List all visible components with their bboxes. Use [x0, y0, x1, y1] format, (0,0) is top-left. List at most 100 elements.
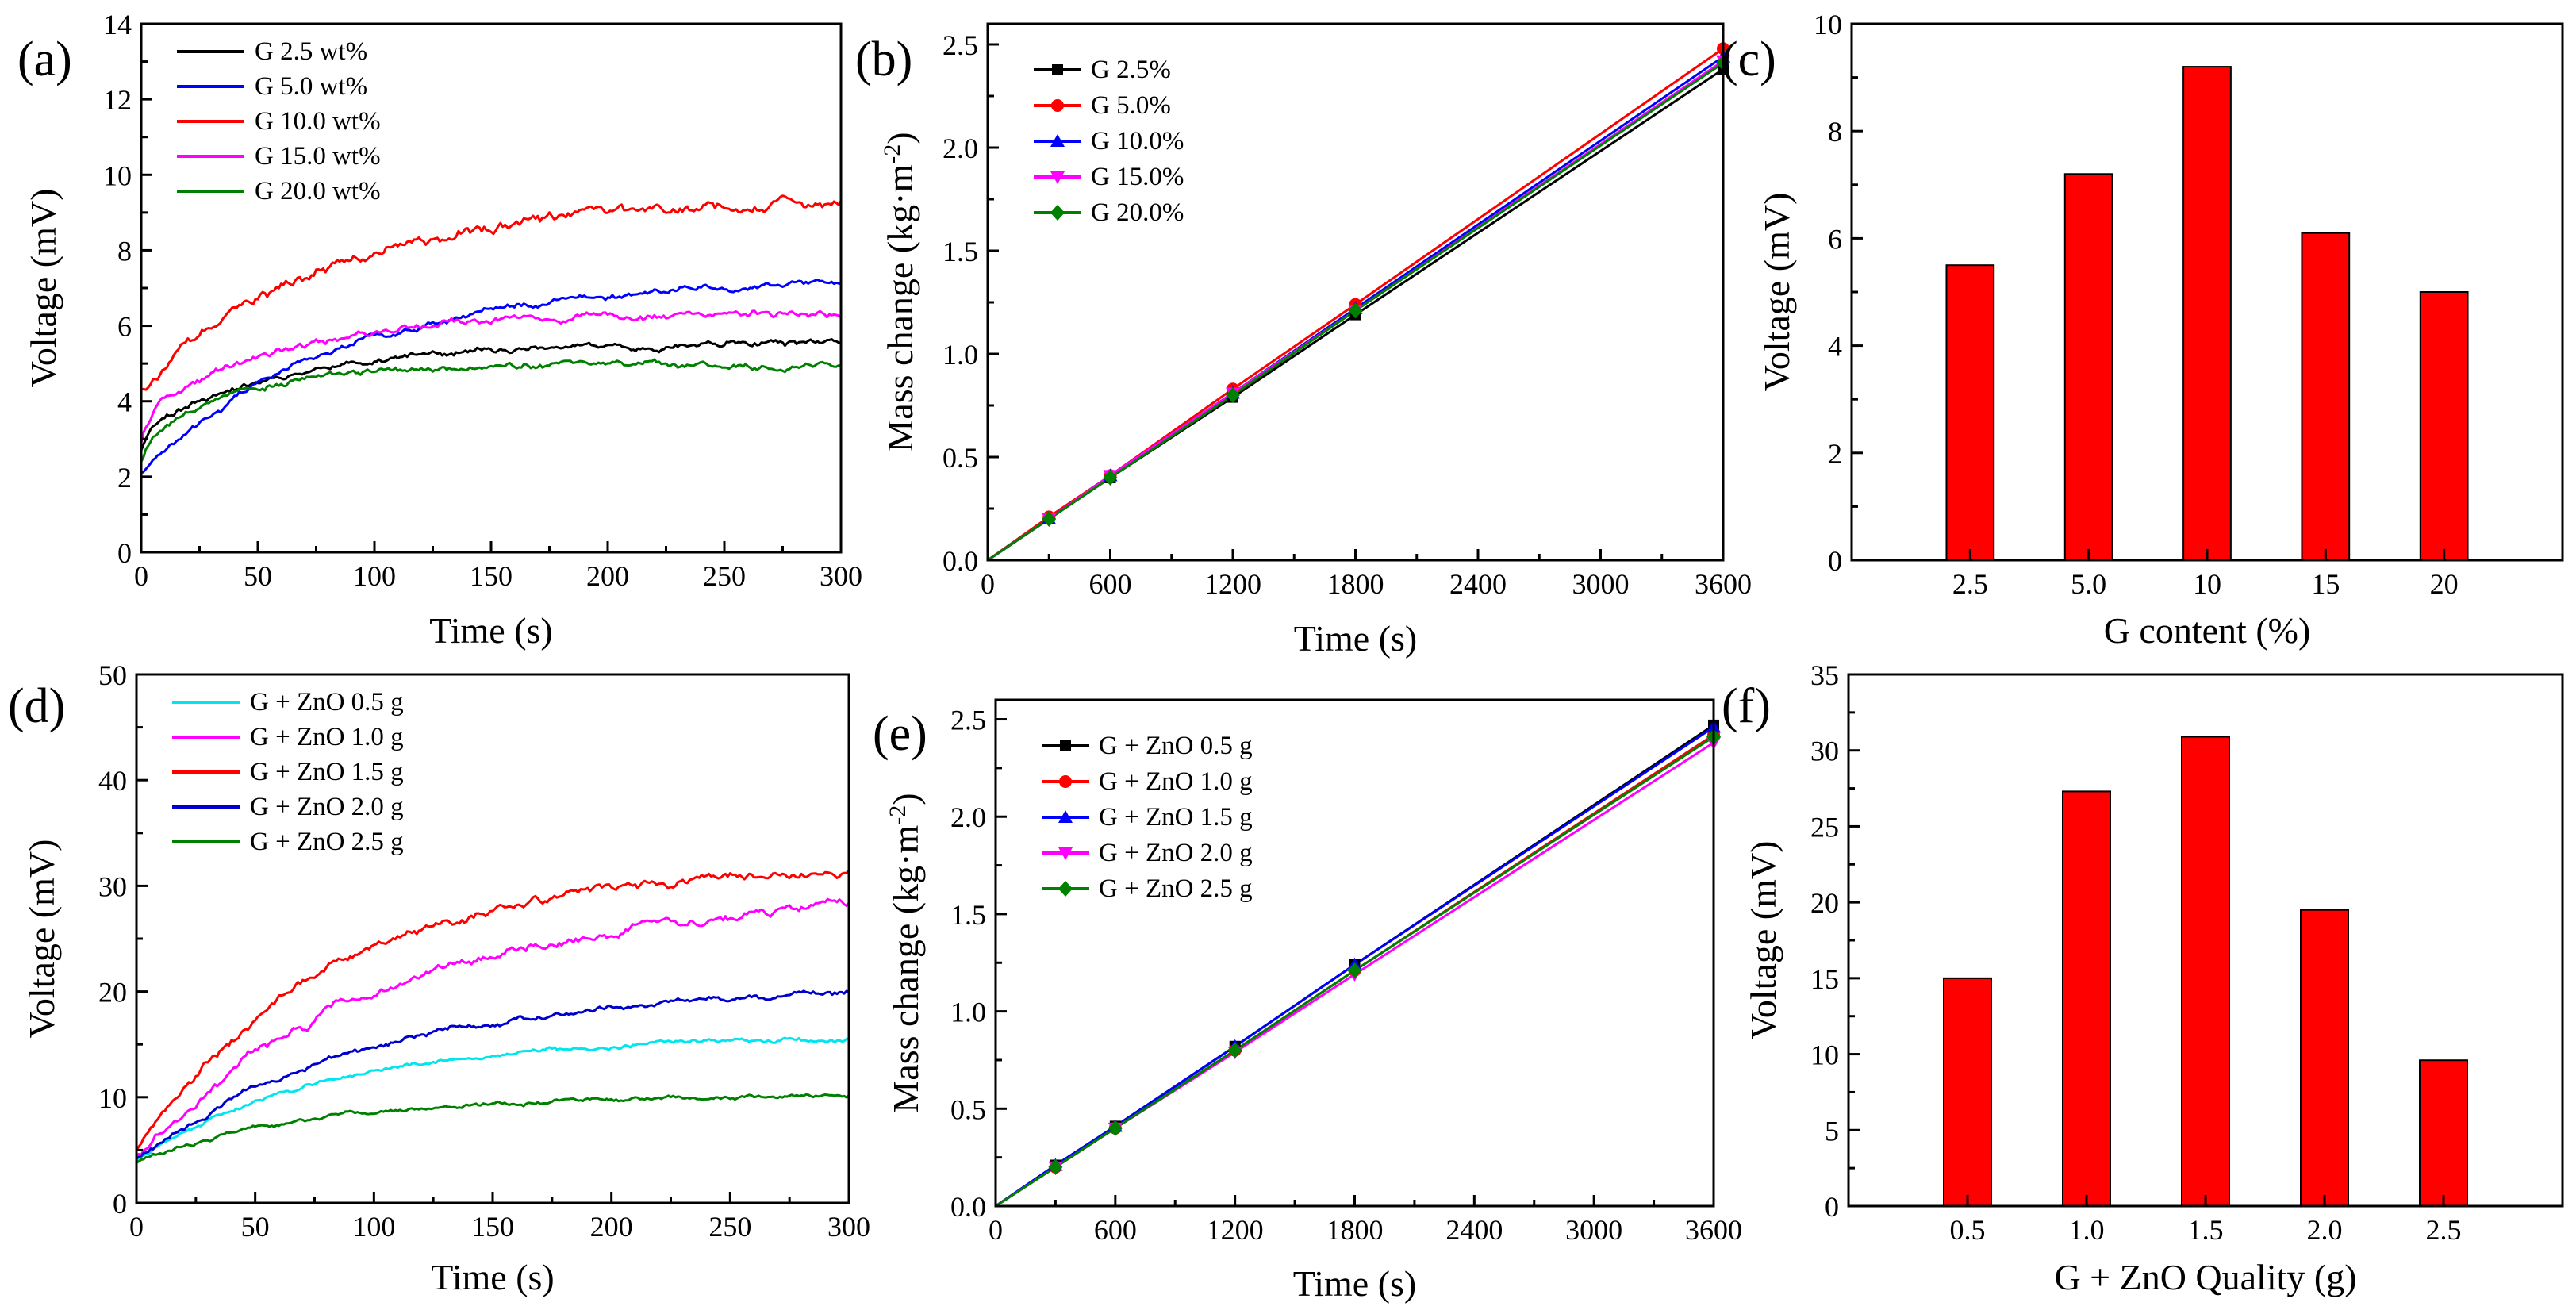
panel-b-data-point	[1103, 470, 1118, 486]
panel-c-x-tick-label: 5.0	[2071, 568, 2106, 600]
panel-e-y-tick-label: 1.0	[950, 997, 986, 1028]
panel-a-y-axis-title: Voltage (mV)	[23, 189, 63, 388]
panel-e-x-axis-title: Time (s)	[1293, 1263, 1417, 1304]
panel-e-data-point	[1048, 1158, 1063, 1175]
panel-b-data-point	[1042, 511, 1057, 527]
panel-a-series-line-2	[140, 194, 843, 391]
panel-f: 0 5 10 15 20 25 30 35 0.5 1.0 1.5 2.0 2.5 G + ZnO Qua…	[1722, 659, 2564, 1297]
panel-c-y-tick-label: 2	[1828, 438, 1842, 470]
panel-d-y-tick-label: 0	[113, 1188, 127, 1220]
panel-f-x-axis-title: G + ZnO Quality (g)	[2054, 1257, 2356, 1297]
panel-e-data-point	[1347, 962, 1362, 979]
panel-a-x-tick-label: 200	[586, 560, 629, 592]
panel-e-x-tick-label: 1800	[1326, 1214, 1384, 1246]
panel-a-legend-label: G 15.0 wt%	[255, 142, 381, 171]
panel-c-y-tick-label: 4	[1828, 331, 1842, 363]
panel-b-x-tick-label: 1200	[1204, 568, 1261, 600]
panel-e-series-line-4	[995, 736, 1714, 1208]
panel-f-bar-0.5	[1943, 977, 1992, 1208]
panel-e-legend-label: G + ZnO 2.5 g	[1099, 874, 1253, 903]
panel-b-legend-label: G 2.5%	[1091, 56, 1171, 84]
panel-a-x-tick-label: 300	[820, 560, 862, 592]
panel-f-x-tick-label: 1.0	[2069, 1214, 2105, 1246]
panel-e-panel-label: (e)	[873, 707, 927, 761]
panel-f-bar-1.0	[2062, 790, 2111, 1207]
panel-f-bar-2.0	[2300, 909, 2349, 1207]
panel-a-series-line-3	[140, 309, 842, 444]
panel-f-y-tick-label: 35	[1810, 659, 1839, 691]
panel-d-x-tick-label: 100	[352, 1211, 395, 1243]
panel-b-x-tick-label: 3000	[1572, 568, 1630, 600]
panel-c-bar-20	[2419, 291, 2469, 561]
panel-b-series-line-4	[987, 62, 1724, 562]
panel-c-bar-15	[2301, 232, 2351, 561]
panel-d: 0 10 20 30 40 50 0 50 100 150 200 250 300 Time (s) Vol…	[8, 659, 870, 1297]
panel-a-y-tick-label: 4	[117, 386, 132, 418]
panel-e-y-axis-title: Mass change (kg·m-2)	[885, 793, 926, 1112]
panel-e-data-point	[1108, 1120, 1123, 1136]
panel-a-y-tick-label: 12	[103, 84, 132, 116]
panel-f-y-tick-label: 5	[1825, 1115, 1839, 1147]
panel-d-x-axis-title: Time (s)	[431, 1257, 555, 1297]
panel-e-y-tick-label: 2.5	[950, 705, 986, 736]
panel-b-y-tick-label: 1.5	[942, 236, 978, 267]
panel-d-y-tick-label: 40	[98, 765, 127, 797]
panel-e-legend-label: G + ZnO 2.0 g	[1099, 839, 1253, 867]
panel-c-y-tick-label: 8	[1828, 116, 1842, 148]
panel-b-legend-label: G 15.0%	[1091, 163, 1184, 191]
panel-d-legend-label: G + ZnO 1.5 g	[250, 758, 404, 786]
panel-d-y-tick-label: 30	[98, 870, 127, 902]
panel-e-legend-marker	[1059, 775, 1072, 788]
panel-c-bar-2.5	[1945, 264, 1995, 561]
panel-a-x-tick-label: 50	[244, 560, 272, 592]
panel-f-y-tick-label: 30	[1810, 736, 1839, 767]
panel-e-y-tick-label: 0.0	[950, 1191, 986, 1223]
panel-b-legend-marker	[1052, 64, 1063, 75]
panel-a-legend-label: G 5.0 wt%	[255, 72, 367, 101]
panel-d-legend-label: G + ZnO 2.5 g	[250, 828, 404, 856]
panel-a-series-line-4	[140, 358, 842, 463]
panel-c-x-tick-label: 20	[2430, 568, 2459, 600]
panel-c: 0 2 4 6 8 10 2.5 5.0 10 15 20 G content (%) Voltage …	[1722, 9, 2564, 651]
panel-a-y-tick-label: 14	[103, 9, 132, 40]
panel-a: 0 2 4 6 8 10 12 14 0 50 100 150 200 250 300 Time (s) Vol…	[17, 9, 862, 651]
panel-b-legend-marker	[1050, 134, 1065, 147]
panel-b-legend-marker	[1051, 99, 1064, 112]
panel-d-x-tick-label: 200	[590, 1211, 633, 1243]
panel-e-legend-label: G + ZnO 1.5 g	[1099, 803, 1253, 832]
panel-a-x-tick-label: 250	[703, 560, 746, 592]
panel-b-x-tick-label: 0	[981, 568, 995, 600]
panel-f-bar-1.5	[2181, 736, 2230, 1207]
panel-c-x-tick-label: 10	[2193, 568, 2221, 600]
panel-e-legend-marker	[1058, 881, 1073, 897]
panel-f-y-tick-label: 20	[1810, 887, 1839, 919]
panel-d-panel-label: (d)	[8, 679, 65, 733]
panel-a-y-tick-label: 8	[117, 235, 132, 267]
panel-c-y-tick-label: 10	[1814, 9, 1842, 40]
panel-d-series-line-3	[136, 989, 850, 1160]
panel-a-panel-label: (a)	[17, 33, 72, 86]
panel-b-legend-marker	[1050, 171, 1065, 184]
panel-e-x-tick-label: 1200	[1207, 1214, 1264, 1246]
panel-d-series-line-4	[136, 1093, 850, 1164]
panel-e-x-tick-label: 3600	[1685, 1214, 1742, 1246]
panel-d-series-line-2	[135, 869, 850, 1151]
panel-a-y-tick-label: 6	[117, 311, 132, 343]
panel-e-x-tick-label: 3000	[1565, 1214, 1622, 1246]
panel-b-x-tick-label: 3600	[1695, 568, 1752, 600]
panel-f-bar-2.5	[2419, 1059, 2468, 1207]
panel-d-y-tick-label: 20	[98, 977, 127, 1009]
panel-c-y-axis-title: Voltage (mV)	[1756, 193, 1797, 392]
panel-b-y-axis-title: Mass change (kg·m-2)	[879, 132, 920, 451]
panel-b-series-line-1	[987, 47, 1724, 562]
panel-a-legend-label: G 10.0 wt%	[255, 107, 381, 136]
panel-f-y-axis-title: Voltage (mV)	[1743, 841, 1783, 1040]
panel-a-y-tick-label: 10	[103, 159, 132, 191]
panel-d-x-tick-label: 50	[241, 1211, 270, 1243]
panel-e-y-tick-label: 0.5	[950, 1093, 986, 1125]
panel-e-y-tick-label: 1.5	[950, 899, 986, 931]
panel-c-x-tick-label: 15	[2311, 568, 2340, 600]
panel-a-x-tick-label: 0	[134, 560, 148, 592]
panel-b-legend-marker	[1050, 205, 1065, 221]
